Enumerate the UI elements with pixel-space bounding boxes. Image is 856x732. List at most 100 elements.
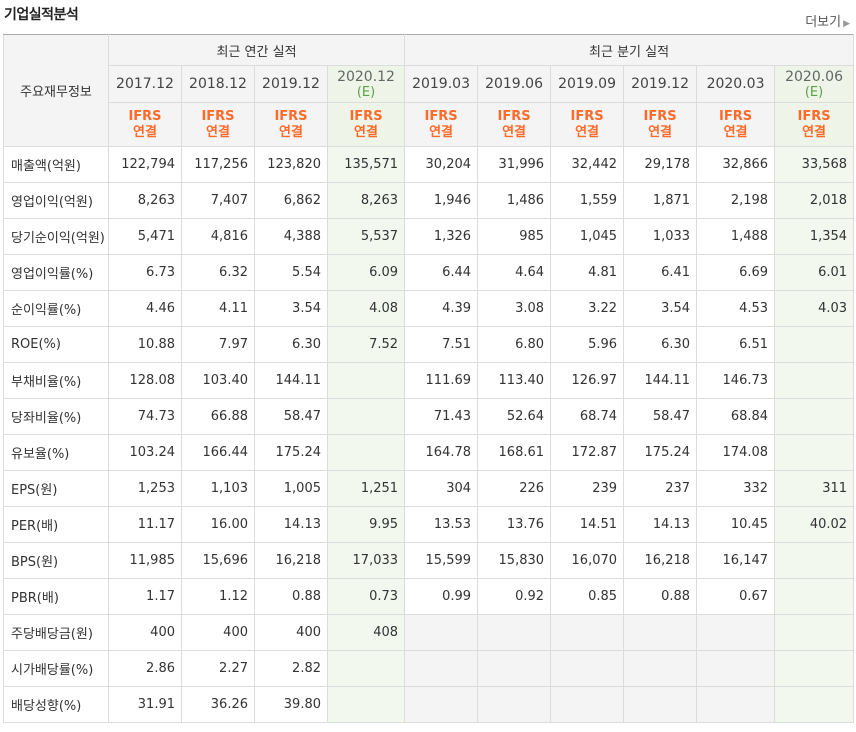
value-cell: 1,253 (108, 470, 182, 507)
value-cell: 0.92 (477, 578, 552, 615)
value-cell (623, 650, 698, 687)
table-row: ROE(%) 10.88 7.97 6.30 7.52 7.51 6.80 5.96 6.30 6… (3, 326, 855, 363)
value-cell: 111.69 (404, 362, 479, 399)
value-cell: 1,488 (696, 218, 776, 255)
ifrs-label: IFRS (128, 108, 162, 124)
value-cell (550, 686, 625, 723)
value-cell: 172.87 (550, 434, 625, 471)
value-cell: 6.30 (254, 326, 328, 363)
value-cell (326, 650, 406, 687)
table-body: 매출액(억원) 122,794 117,256 123,820 135,571 30,20… (3, 146, 855, 723)
value-cell (404, 686, 479, 723)
value-cell (477, 614, 552, 651)
table-row: 매출액(억원) 122,794 117,256 123,820 135,571 30,20… (3, 146, 855, 183)
accounting-standard: IFRS 연결 (404, 102, 479, 147)
value-cell: 123,820 (254, 146, 328, 183)
accounting-standard: IFRS 연결 (181, 102, 255, 147)
value-cell: 122,794 (108, 146, 182, 183)
row-label: 영업이익률(%) (3, 254, 109, 291)
period-header: 2019.09 (550, 65, 625, 103)
value-cell: 11,985 (108, 542, 182, 579)
value-cell: 29,178 (623, 146, 698, 183)
value-cell: 6.69 (696, 254, 776, 291)
value-cell: 7.97 (181, 326, 255, 363)
value-cell: 304 (404, 470, 479, 507)
value-cell: 13.76 (477, 506, 552, 543)
value-cell: 226 (477, 470, 552, 507)
value-cell (550, 650, 625, 687)
value-cell: 0.67 (696, 578, 776, 615)
value-cell: 0.99 (404, 578, 479, 615)
period-header: 2020.06 (E) (774, 65, 855, 103)
value-cell (774, 578, 855, 615)
value-cell: 1.17 (108, 578, 182, 615)
accounting-row: IFRS 연결 IFRS 연결 IFRS 연결 IFRS 연결 IFRS 연결 IFRS 연결 IFRS… (4, 102, 855, 147)
value-cell: 33,568 (774, 146, 855, 183)
consolidated-label: 연결 (648, 124, 672, 140)
value-cell: 4.81 (550, 254, 625, 291)
value-cell: 6.30 (623, 326, 698, 363)
value-cell: 16,147 (696, 542, 776, 579)
row-label: 당좌비율(%) (3, 398, 109, 435)
more-link[interactable]: 더보기 ▶ (805, 11, 850, 30)
period-header: 2020.12 (E) (326, 65, 406, 103)
financial-table: 주요재무정보 최근 연간 실적 최근 분기 실적 2017.12 2018.12 2… (3, 34, 855, 723)
value-cell: 400 (254, 614, 328, 651)
value-cell: 408 (326, 614, 406, 651)
value-cell: 6.41 (623, 254, 698, 291)
table-row: PBR(배) 1.17 1.12 0.88 0.73 0.99 0.92 0.85 0.88 0.… (3, 578, 855, 615)
value-cell: 68.84 (696, 398, 776, 435)
row-label: 순이익률(%) (3, 290, 109, 327)
ifrs-label: IFRS (570, 108, 604, 124)
period-header: 2019.06 (477, 65, 552, 103)
table-row: 영업이익률(%) 6.73 6.32 5.54 6.09 6.44 4.64 4.81 6.41… (3, 254, 855, 291)
value-cell (326, 686, 406, 723)
value-cell: 16,218 (623, 542, 698, 579)
value-cell: 3.22 (550, 290, 625, 327)
value-cell: 14.13 (254, 506, 328, 543)
consolidated-label: 연결 (502, 124, 526, 140)
value-cell: 103.40 (181, 362, 255, 399)
group-header-row: 주요재무정보 최근 연간 실적 최근 분기 실적 (3, 34, 855, 147)
table-row: 영업이익(억원) 8,263 7,407 6,862 8,263 1,946 1,486 1,… (3, 182, 855, 219)
value-cell: 6.73 (108, 254, 182, 291)
value-cell (696, 614, 776, 651)
value-cell: 5.54 (254, 254, 328, 291)
period-date: 2019.09 (558, 76, 616, 92)
value-cell: 1,486 (477, 182, 552, 219)
period-date: 2017.12 (116, 76, 174, 92)
period-header: 2018.12 (181, 65, 255, 103)
value-cell: 237 (623, 470, 698, 507)
value-cell (774, 434, 855, 471)
table-row: 배당성향(%) 31.91 36.26 39.80 (3, 686, 855, 723)
table-row: 유보율(%) 103.24 166.44 175.24 164.78 168.61 172.… (3, 434, 855, 471)
accounting-standard: IFRS 연결 (623, 102, 698, 147)
row-label: 유보율(%) (3, 434, 109, 471)
period-date: 2018.12 (189, 76, 247, 92)
item-header: 주요재무정보 (3, 34, 109, 147)
value-cell (774, 398, 855, 435)
consolidated-label: 연결 (354, 124, 378, 140)
value-cell: 4.08 (326, 290, 406, 327)
value-cell (774, 362, 855, 399)
ifrs-label: IFRS (424, 108, 458, 124)
value-cell: 117,256 (181, 146, 255, 183)
ifrs-label: IFRS (797, 108, 831, 124)
value-cell: 174.08 (696, 434, 776, 471)
value-cell: 66.88 (181, 398, 255, 435)
value-cell: 2,018 (774, 182, 855, 219)
ifrs-label: IFRS (718, 108, 753, 124)
value-cell: 3.08 (477, 290, 552, 327)
value-cell: 311 (774, 470, 855, 507)
row-label: 당기순이익(억원) (3, 218, 109, 255)
consolidated-label: 연결 (206, 124, 230, 140)
period-date: 2019.03 (412, 76, 470, 92)
table-row: EPS(원) 1,253 1,103 1,005 1,251 304 226 239 237 33… (3, 470, 855, 507)
value-cell: 1,103 (181, 470, 255, 507)
value-cell: 36.26 (181, 686, 255, 723)
value-cell: 4.11 (181, 290, 255, 327)
value-cell: 8,263 (108, 182, 182, 219)
value-cell (774, 650, 855, 687)
ifrs-label: IFRS (349, 108, 383, 124)
table-row: 주당배당금(원) 400 400 400 408 (3, 614, 855, 651)
